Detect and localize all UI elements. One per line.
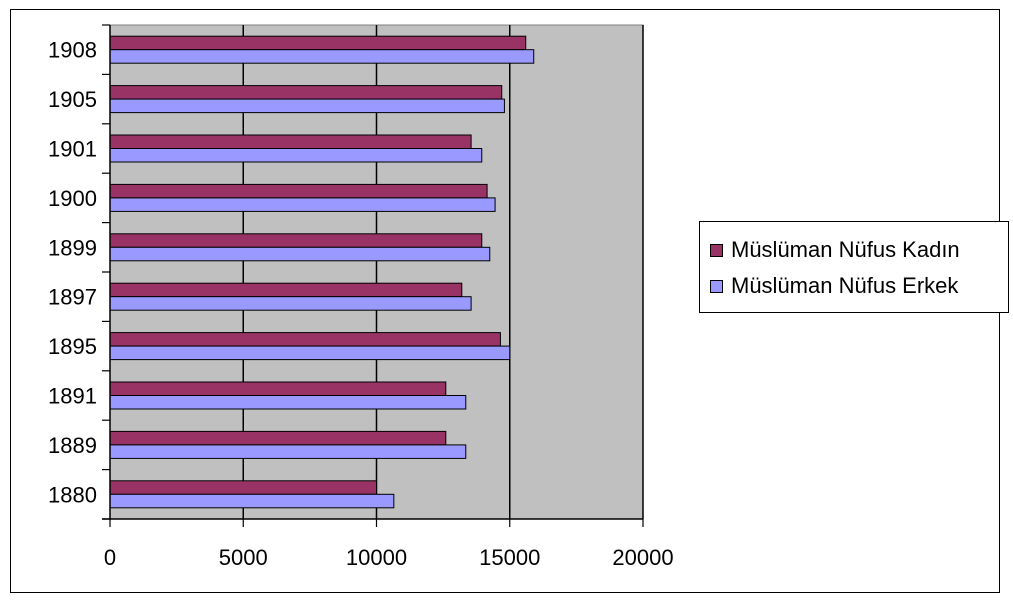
- bar-kadin-1901: [109, 134, 472, 149]
- legend-item-kadin: Müslüman Nüfus Kadın: [710, 235, 960, 265]
- bar-erkek-1908: [109, 49, 535, 64]
- x-tick-label: 10000: [346, 545, 407, 570]
- bar-kadin-1899: [109, 233, 483, 248]
- y-tick-label: 1905: [48, 87, 97, 112]
- y-tick-label: 1901: [48, 137, 97, 162]
- y-tick-label: 1891: [48, 384, 97, 409]
- legend-item-erkek: Müslüman Nüfus Erkek: [710, 271, 958, 301]
- bar-erkek-1891: [109, 395, 467, 410]
- y-tick-label: 1899: [48, 235, 97, 260]
- bar-erkek-1900: [109, 197, 496, 212]
- x-tick-label: 0: [104, 545, 116, 570]
- legend-swatch-kadin: [710, 243, 723, 257]
- x-tick-label: 15000: [479, 545, 540, 570]
- bar-kadin-1897: [109, 282, 463, 298]
- x-tick-label: 5000: [219, 545, 268, 570]
- y-tick-label: 1897: [48, 285, 97, 310]
- legend-swatch-erkek: [710, 279, 723, 293]
- bar-kadin-1880: [109, 480, 377, 495]
- bars: [109, 35, 535, 509]
- bar-kadin-1905: [109, 85, 503, 100]
- bar-kadin-1895: [109, 332, 501, 347]
- bar-kadin-1908: [109, 35, 527, 51]
- y-tick-label: 1889: [48, 433, 97, 458]
- bar-erkek-1895: [109, 345, 511, 361]
- bar-kadin-1889: [109, 430, 447, 446]
- legend: Müslüman Nüfus Kadın Müslüman Nüfus Erke…: [699, 221, 1009, 313]
- legend-label-erkek: Müslüman Nüfus Erkek: [731, 273, 959, 298]
- bar-erkek-1901: [109, 148, 483, 163]
- y-tick-label: 1900: [48, 186, 97, 211]
- axes: 1880 1889 1891 1895 1897 1899 1900 1901 1905 1908…: [48, 24, 674, 570]
- bar-kadin-1900: [109, 183, 488, 199]
- bar-erkek-1889: [109, 444, 467, 459]
- bar-erkek-1899: [109, 246, 491, 262]
- y-tick-label: 1880: [48, 482, 97, 507]
- bar-erkek-1897: [109, 296, 472, 311]
- x-tick-label: 20000: [612, 545, 673, 570]
- bar-erkek-1880: [109, 493, 395, 509]
- bar-kadin-1891: [109, 381, 447, 396]
- y-tick-label: 1908: [48, 38, 97, 63]
- bar-erkek-1905: [109, 98, 505, 114]
- y-tick-label: 1895: [48, 334, 97, 359]
- legend-label-kadin: Müslüman Nüfus Kadın: [731, 237, 960, 262]
